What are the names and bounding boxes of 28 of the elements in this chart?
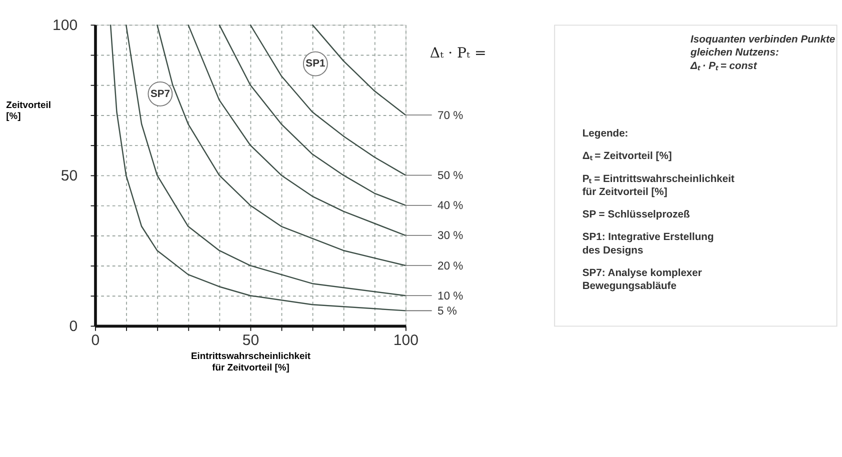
x-tick-label: 100 [393,332,418,350]
annotation: SP1 [306,58,326,70]
y-tick-label: 50 [60,167,78,184]
y-tick-label: 100 [52,16,78,34]
annotation: SP7 [150,88,170,100]
x-axis-title: Eintrittswahrscheinlichkeit für Zeitvorteil [%] [190,350,312,372]
y-axis-title: Zeitvorteil [%] [6,98,52,122]
text: Pₜ = Eintrittswahrscheinlichkeit für Zeitvorteil [%] [582,174,735,198]
text: Isoquanten verbinden Punkte gleichen Nutzens: Δₜ · Pₜ = const [690,34,836,72]
y-tick-label: 0 [69,318,78,335]
text: SP7: Analyse komplexer Bewegungsabläufe [582,268,702,292]
text: Δₜ = Zeitvorteil [%] [582,151,672,162]
x-tick-label: 0 [91,332,100,350]
text: Legende: [582,128,628,140]
text: 5 % [437,305,457,318]
text: 10 % [437,290,464,302]
legend-title: Δₜ · Pₜ = [430,46,486,62]
text: 20 % [437,260,464,272]
line-series [250,24,406,176]
line-series [218,24,406,206]
text: 70 % [437,110,464,122]
text: SP1: Integrative Erstellung des Designs [582,232,714,256]
text: 50 % [437,170,464,182]
text: 30 % [437,230,464,242]
text: SP = Schlüsselprozeß [582,210,690,221]
x-tick-label: 50 [242,332,260,350]
text: 40 % [437,200,464,212]
line-series [188,24,406,236]
